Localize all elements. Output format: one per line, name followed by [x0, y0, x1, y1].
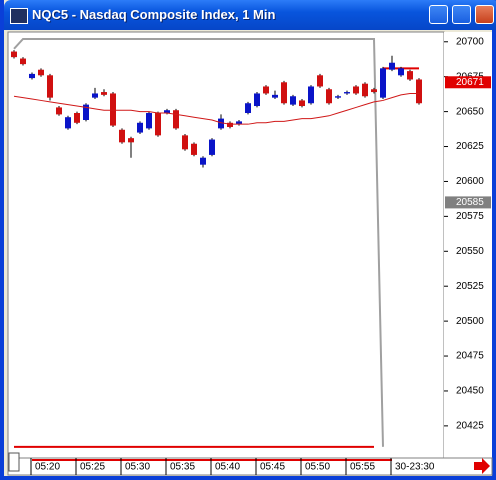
- window-title: NQC5 - Nasdaq Composite Index, 1 Min: [32, 7, 276, 22]
- x-tick-label: 05:30: [125, 462, 150, 473]
- y-tick-label: 20650: [456, 106, 484, 117]
- candle-body: [290, 96, 296, 105]
- candle-body: [137, 122, 143, 133]
- x-tick-label: 05:45: [260, 462, 285, 473]
- candle-body: [362, 83, 368, 97]
- candle-body: [407, 71, 413, 80]
- candle-body: [101, 92, 107, 95]
- candle-body: [92, 93, 98, 98]
- y-tick-label: 20450: [456, 386, 484, 397]
- y-tick-label: 20575: [456, 211, 484, 222]
- candle-body: [380, 68, 386, 98]
- time-axis: [7, 457, 493, 476]
- title-bar: NQC5 - Nasdaq Composite Index, 1 Min: [4, 0, 496, 30]
- candle-body: [209, 139, 215, 155]
- scroll-box[interactable]: [8, 452, 20, 472]
- x-tick-label: 05:50: [305, 462, 330, 473]
- y-tick-label: 20625: [456, 141, 484, 152]
- candle-body: [56, 107, 62, 115]
- x-tick-label: 05:25: [80, 462, 105, 473]
- candle-body: [317, 75, 323, 87]
- candle-body: [227, 122, 233, 127]
- candle-body: [47, 75, 53, 98]
- candle-body: [308, 86, 314, 104]
- candle-body: [128, 138, 134, 143]
- app-icon: [10, 8, 28, 24]
- price-marker-label: 20585: [456, 197, 484, 208]
- candle-body: [164, 110, 170, 114]
- candle-body: [110, 93, 116, 126]
- candle-body: [11, 51, 17, 58]
- candle-body: [263, 86, 269, 94]
- x-tick-label: 05:40: [215, 462, 240, 473]
- candle-body: [83, 104, 89, 120]
- candle-body: [389, 62, 395, 70]
- candle-body: [416, 79, 422, 104]
- candle-body: [74, 113, 80, 123]
- indicator-line: [13, 37, 384, 447]
- close-button[interactable]: [475, 5, 494, 24]
- candle-body: [200, 157, 206, 165]
- candle-body: [272, 94, 278, 98]
- candle-body: [29, 73, 35, 79]
- price-axis: [444, 32, 492, 458]
- candle-body: [398, 68, 404, 76]
- candle-body: [335, 96, 341, 98]
- candle-body: [191, 143, 197, 155]
- price-marker: [445, 196, 491, 209]
- candle-body: [146, 113, 152, 129]
- candle-body: [155, 113, 161, 136]
- candle-body: [218, 118, 224, 129]
- scroll-arrow[interactable]: [474, 458, 490, 474]
- x-tick-label: 05:55: [350, 462, 375, 473]
- candle-body: [119, 129, 125, 143]
- y-tick-label: 20475: [456, 351, 484, 362]
- x-tick-label: 30-23:30: [395, 462, 435, 473]
- candle-body: [353, 86, 359, 94]
- moving-average-line: [13, 92, 419, 125]
- candle-body: [371, 89, 377, 93]
- y-tick-label: 20550: [456, 246, 484, 257]
- candle-body: [299, 100, 305, 107]
- x-tick-label: 05:20: [35, 462, 60, 473]
- x-tick-label: 05:35: [170, 462, 195, 473]
- candle-body: [173, 110, 179, 129]
- candle-body: [20, 58, 26, 65]
- candle-body: [236, 121, 242, 125]
- candle-body: [254, 93, 260, 107]
- y-tick-label: 20425: [456, 421, 484, 432]
- candle-body: [182, 135, 188, 150]
- y-tick-label: 20525: [456, 281, 484, 292]
- y-tick-label: 20700: [456, 36, 484, 47]
- candle-body: [326, 89, 332, 104]
- y-tick-label: 20500: [456, 316, 484, 327]
- candle-body: [38, 69, 44, 76]
- price-marker-label: 20671: [456, 77, 484, 88]
- y-tick-label: 20600: [456, 176, 484, 187]
- candle-body: [245, 103, 251, 114]
- candle-body: [344, 92, 350, 94]
- price-marker: [445, 76, 491, 89]
- candle-body: [65, 117, 71, 129]
- candle-body: [281, 82, 287, 104]
- minimize-button[interactable]: [429, 5, 448, 24]
- maximize-button[interactable]: [452, 5, 471, 24]
